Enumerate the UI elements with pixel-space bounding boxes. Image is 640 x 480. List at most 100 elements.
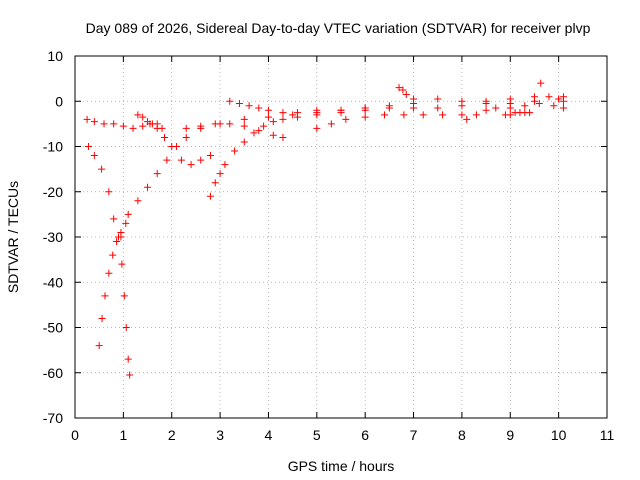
y-tick-label: 10	[47, 48, 63, 64]
data-point-marker	[279, 115, 287, 123]
series-track-low-left	[83, 115, 214, 169]
data-point-marker	[231, 147, 239, 155]
data-point-marker	[118, 260, 126, 268]
data-point-marker	[216, 170, 224, 178]
y-tick-label: -30	[43, 229, 63, 245]
x-tick-label: 4	[265, 427, 273, 443]
data-point-marker	[400, 111, 408, 119]
y-tick-label: -50	[43, 320, 63, 336]
data-point-marker	[160, 133, 168, 141]
series-track-descending-b	[95, 219, 130, 350]
data-point-marker	[521, 102, 529, 110]
data-point-marker	[492, 104, 500, 112]
series-track-rising-long	[117, 100, 418, 241]
x-tick-label: 2	[168, 427, 176, 443]
data-point-marker	[153, 120, 161, 128]
data-point-marker	[463, 115, 471, 123]
data-point-marker	[361, 113, 369, 121]
data-point-marker	[410, 95, 418, 103]
data-point-marker	[119, 122, 127, 130]
data-point-marker	[158, 124, 166, 132]
y-tick-label: -40	[43, 274, 63, 290]
data-point-marker	[419, 111, 427, 119]
data-point-marker	[313, 106, 321, 114]
series-outliers	[395, 79, 545, 98]
data-point-marker	[279, 133, 287, 141]
y-tick-label: -70	[43, 410, 63, 426]
data-point-marker	[153, 170, 161, 178]
data-point-marker	[139, 122, 147, 130]
x-tick-label: 5	[313, 427, 321, 443]
data-point-marker	[110, 215, 118, 223]
data-point-marker	[260, 122, 268, 130]
data-point-marker	[434, 95, 442, 103]
data-point-marker	[550, 102, 558, 110]
data-point-marker	[134, 111, 142, 119]
data-point-marker	[240, 115, 248, 123]
x-tick-label: 10	[551, 427, 567, 443]
data-point-marker	[255, 104, 263, 112]
x-tick-label: 11	[600, 427, 615, 443]
data-point-marker	[197, 156, 205, 164]
data-point-marker	[197, 122, 205, 130]
data-point-marker	[105, 188, 113, 196]
data-point-marker	[269, 131, 277, 139]
data-point-marker	[235, 100, 243, 108]
x-tick-label: 6	[361, 427, 369, 443]
data-point-marker	[163, 156, 171, 164]
data-point-marker	[124, 210, 132, 218]
data-point-marker	[289, 111, 297, 119]
data-point-marker	[177, 156, 185, 164]
data-point-marker	[245, 102, 253, 110]
x-tick-label: 0	[71, 427, 79, 443]
data-point-marker	[206, 192, 214, 200]
data-point-marker	[279, 109, 287, 117]
data-point-marker	[105, 269, 113, 277]
data-point-marker	[139, 113, 147, 121]
data-point-marker	[98, 165, 106, 173]
data-point-marker	[240, 122, 248, 130]
series-track-right-dip	[501, 109, 534, 119]
data-point-marker	[559, 97, 567, 105]
data-point-marker	[221, 161, 229, 169]
data-point-marker	[342, 115, 350, 123]
series-track-right-lower	[463, 100, 567, 123]
series-track-shelf	[313, 111, 466, 132]
data-point-marker	[506, 95, 514, 103]
x-tick-label: 7	[410, 427, 418, 443]
data-point-marker	[313, 124, 321, 132]
data-point-marker	[439, 111, 447, 119]
y-tick-label: -60	[43, 365, 63, 381]
data-point-marker	[482, 97, 490, 105]
data-point-marker	[109, 251, 117, 259]
data-point-marker	[337, 106, 345, 114]
data-point-marker	[122, 219, 130, 227]
data-point-marker	[482, 106, 490, 114]
y-tick-label: -20	[43, 184, 63, 200]
x-axis-label: GPS time / hours	[288, 458, 395, 474]
x-tick-label: 3	[216, 427, 224, 443]
data-point-marker	[410, 104, 418, 112]
data-point-marker	[381, 111, 389, 119]
data-points	[83, 79, 567, 379]
data-point-marker	[124, 355, 132, 363]
x-tick-label: 1	[119, 427, 127, 443]
series-track-descending-a	[85, 143, 134, 379]
data-point-marker	[526, 109, 534, 117]
data-point-marker	[129, 124, 137, 132]
data-point-marker	[90, 118, 98, 126]
chart-title: Day 089 of 2026, Sidereal Day-to-day VTE…	[86, 20, 591, 36]
data-point-marker	[187, 161, 195, 169]
data-point-marker	[395, 84, 403, 92]
data-point-marker	[206, 152, 214, 160]
data-point-marker	[117, 233, 125, 241]
data-point-marker	[327, 120, 335, 128]
data-point-marker	[95, 342, 103, 350]
data-point-marker	[264, 113, 272, 121]
axis-ticks: 0 1 2 3 4 5 6 7 8 9 10 11 -70 -60 -50 -40 -30 -20 -10 0 10	[43, 48, 615, 443]
y-tick-label: 0	[55, 93, 63, 109]
plot-frame	[74, 55, 608, 419]
data-point-marker	[98, 314, 106, 322]
data-point-marker	[226, 97, 234, 105]
